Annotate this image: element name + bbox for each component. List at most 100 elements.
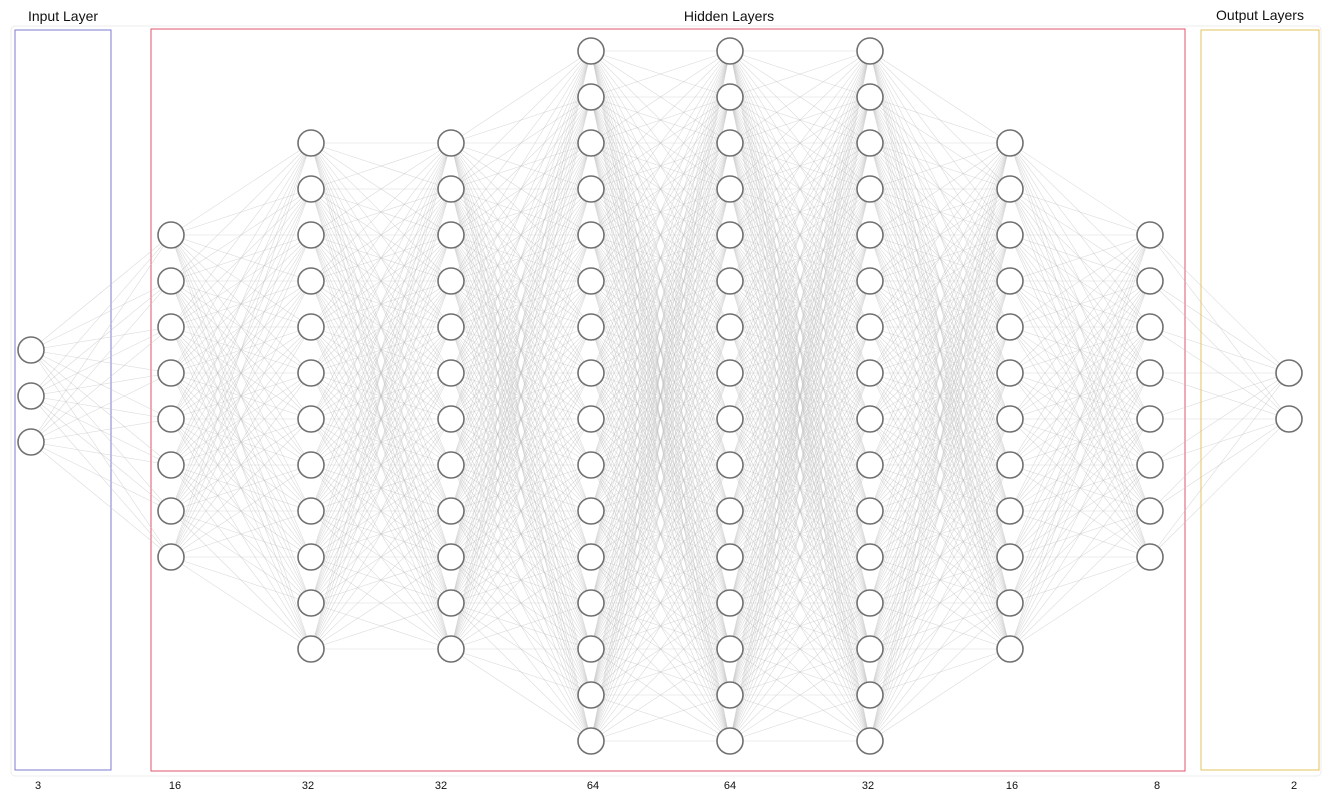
neuron-node — [1136, 405, 1164, 433]
connection-edge — [729, 142, 871, 742]
output-layers-title: Output Layers — [1216, 7, 1304, 23]
connection-edge — [450, 50, 592, 558]
neuron-node — [716, 267, 744, 295]
connection-edge — [729, 510, 871, 742]
connection-edge — [170, 234, 312, 558]
connection-edge — [310, 142, 452, 650]
neuron-node — [1136, 543, 1164, 571]
connection-edge — [30, 418, 172, 443]
neuron-node — [577, 221, 605, 249]
neuron-node — [297, 589, 325, 617]
layer-size-label: 16 — [169, 780, 181, 792]
connection-edge — [869, 648, 1011, 742]
neuron-node — [577, 727, 605, 755]
connection-edge — [170, 142, 312, 328]
connection-edge — [170, 326, 312, 558]
connection-edge — [450, 50, 592, 604]
connection-edge — [30, 280, 172, 443]
connection-edge — [450, 50, 592, 282]
connection-edge — [1009, 234, 1151, 512]
connection-edge — [30, 326, 172, 443]
connection-edge — [310, 372, 452, 650]
neuron-node — [437, 451, 465, 479]
neuron-node — [996, 589, 1024, 617]
connection-edge — [729, 50, 871, 604]
neuron-node — [297, 175, 325, 203]
connection-edge — [310, 142, 452, 236]
neuron-node — [996, 497, 1024, 525]
connection-edge — [310, 464, 452, 650]
connection-edge — [590, 50, 731, 604]
neuron-node — [437, 635, 465, 663]
connection-edge — [590, 50, 731, 328]
connection-edge — [450, 464, 592, 650]
output-layers-box — [1200, 29, 1320, 771]
connection-edge — [869, 142, 1011, 604]
connection-edge — [590, 648, 731, 742]
neuron-node — [716, 405, 744, 433]
connection-edge — [1009, 418, 1151, 650]
hidden-layers-title: Hidden Layers — [684, 8, 774, 24]
neuron-node — [1275, 359, 1303, 387]
connection-edge — [729, 50, 871, 190]
neuron-node — [1275, 405, 1303, 433]
neuron-node — [437, 221, 465, 249]
connection-edge — [1009, 234, 1151, 604]
neuron-node — [577, 313, 605, 341]
connection-edge — [729, 234, 871, 742]
connection-edge — [590, 556, 731, 742]
neuron-node — [157, 221, 185, 249]
connection-edge — [869, 142, 1011, 374]
neuron-node — [157, 543, 185, 571]
connection-edge — [310, 188, 452, 650]
neuron-node — [577, 451, 605, 479]
connection-edge — [869, 372, 1011, 742]
connection-edge — [310, 142, 452, 512]
connection-edge — [450, 418, 592, 650]
connection-edge — [590, 96, 731, 742]
neuron-node — [577, 267, 605, 295]
connection-edge — [170, 556, 312, 650]
neuron-node — [297, 267, 325, 295]
connection-edge — [30, 441, 172, 466]
connection-edge — [729, 50, 871, 144]
neuron-node — [996, 267, 1024, 295]
neuron-node — [716, 497, 744, 525]
connection-edge — [729, 96, 871, 742]
connection-edge — [590, 372, 731, 742]
neuron-node — [297, 635, 325, 663]
neuron-node — [157, 497, 185, 525]
connection-edge — [450, 50, 592, 236]
neuron-node — [297, 313, 325, 341]
connection-edge — [1009, 188, 1151, 236]
connection-edge — [450, 142, 592, 650]
connection-edge — [590, 50, 731, 98]
connection-edge — [1009, 464, 1151, 650]
neuron-node — [716, 589, 744, 617]
connection-edge — [1149, 326, 1290, 374]
hidden-layers-box — [150, 28, 1186, 772]
neuron-node — [297, 129, 325, 157]
connection-edge — [30, 234, 172, 397]
connection-edge — [869, 418, 1011, 742]
connection-edge — [590, 50, 731, 512]
connection-edge — [450, 50, 592, 190]
connection-edge — [590, 50, 731, 696]
connection-edge — [170, 142, 312, 374]
connection-edge — [170, 142, 312, 558]
neuron-node — [996, 635, 1024, 663]
connection-edge — [450, 602, 592, 650]
connection-edge — [310, 280, 452, 650]
connection-edge — [450, 50, 592, 328]
neuron-node — [716, 129, 744, 157]
connection-edge — [1009, 280, 1151, 650]
connection-edge — [1009, 142, 1151, 236]
connection-edge — [170, 464, 312, 558]
connection-edge — [869, 326, 1011, 742]
connection-edge — [590, 50, 731, 282]
connection-edge — [1149, 234, 1290, 374]
connection-edge — [729, 50, 871, 742]
neuron-node — [716, 359, 744, 387]
connection-edge — [729, 280, 871, 742]
